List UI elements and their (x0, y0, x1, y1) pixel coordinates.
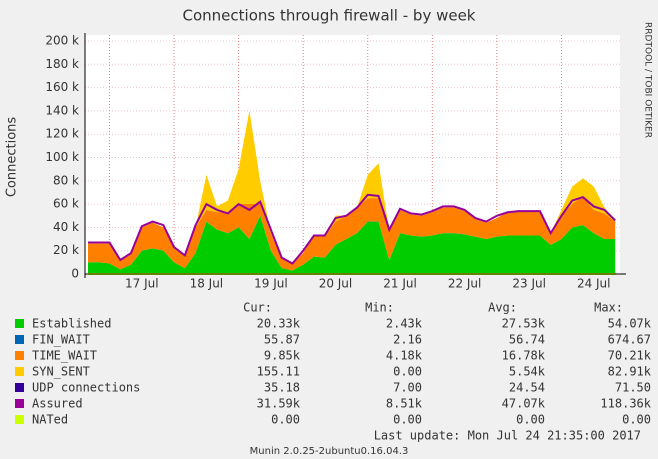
x-tick-label: 22 Jul (448, 277, 482, 291)
x-tick-label: 19 Jul (254, 277, 288, 291)
y-tick-label: 60 k (53, 197, 79, 211)
stacked-area (88, 215, 616, 274)
stat-value: 16.78k (502, 349, 546, 363)
stat-header: Cur: (243, 301, 272, 315)
stat-header: Min: (365, 301, 394, 315)
side-text: RRDTOOL / TOBI OETIKER (643, 22, 653, 138)
stat-value: 118.36k (600, 397, 651, 411)
stat-value: 24.54 (509, 381, 545, 395)
legend-swatch (15, 367, 24, 376)
chart-title: Connections through firewall - by week (183, 7, 476, 25)
stat-value: 54.07k (608, 317, 652, 331)
legend-label: SYN_SENT (32, 365, 90, 379)
y-tick-label: 20 k (53, 243, 79, 257)
stat-value: 2.16 (393, 333, 422, 347)
stat-value: 0.00 (271, 413, 300, 427)
stat-value: 9.85k (264, 349, 301, 363)
y-axis-label: Connections (5, 117, 20, 198)
y-tick-label: 160 k (45, 80, 79, 94)
x-tick-label: 24 Jul (577, 277, 611, 291)
stat-value: 47.07k (502, 397, 546, 411)
legend-swatch (15, 319, 24, 328)
y-tick-label: 80 k (53, 173, 79, 187)
footer: Munin 2.0.25-2ubuntu0.16.04.3 (250, 446, 409, 457)
legend-swatch (15, 383, 24, 392)
y-tick-label: 0 (71, 267, 79, 281)
stat-value: 70.21k (608, 349, 652, 363)
y-tick-label: 120 k (45, 127, 79, 141)
stat-value: 0.00 (516, 413, 545, 427)
x-tick-label: 17 Jul (125, 277, 159, 291)
y-tick-label: 180 k (45, 57, 79, 71)
stat-header: Max: (594, 301, 623, 315)
stat-value: 20.33k (257, 317, 301, 331)
stat-value: 7.00 (393, 381, 422, 395)
stat-value: 71.50 (615, 381, 651, 395)
stat-value: 5.54k (509, 365, 546, 379)
stat-value: 155.11 (257, 365, 300, 379)
stat-value: 55.87 (264, 333, 300, 347)
legend-swatch (15, 415, 24, 424)
y-tick-label: 200 k (45, 34, 79, 48)
legend-label: Established (32, 317, 111, 331)
x-tick-label: 23 Jul (512, 277, 546, 291)
stat-value: 31.59k (257, 397, 301, 411)
y-tick-label: 100 k (45, 150, 79, 164)
legend-swatch (15, 351, 24, 360)
stat-value: 4.18k (386, 349, 423, 363)
stat-value: 8.51k (386, 397, 423, 411)
stat-value: 0.00 (622, 413, 651, 427)
stat-value: 82.91k (608, 365, 652, 379)
x-tick-label: 18 Jul (190, 277, 224, 291)
stat-value: 2.43k (386, 317, 423, 331)
stat-value: 0.00 (393, 365, 422, 379)
last-update: Last update: Mon Jul 24 21:35:00 2017 (374, 429, 641, 443)
y-tick-label: 140 k (45, 103, 79, 117)
x-tick-label: 21 Jul (383, 277, 417, 291)
stat-value: 0.00 (393, 413, 422, 427)
legend-label: TIME_WAIT (32, 349, 97, 363)
stat-value: 674.67 (608, 333, 651, 347)
legend-label: FIN_WAIT (32, 333, 90, 347)
stat-value: 27.53k (502, 317, 546, 331)
legend-swatch (15, 399, 24, 408)
x-tick-label: 20 Jul (319, 277, 353, 291)
stacked-area (88, 195, 616, 271)
legend-label: NATed (32, 413, 68, 427)
series-line (88, 193, 616, 265)
y-tick-label: 40 k (53, 220, 79, 234)
legend-label: Assured (32, 397, 83, 411)
legend-swatch (15, 335, 24, 344)
legend-label: UDP connections (32, 381, 140, 395)
stat-value: 56.74 (509, 333, 545, 347)
stat-header: Avg: (488, 301, 517, 315)
stat-value: 35.18 (264, 381, 300, 395)
